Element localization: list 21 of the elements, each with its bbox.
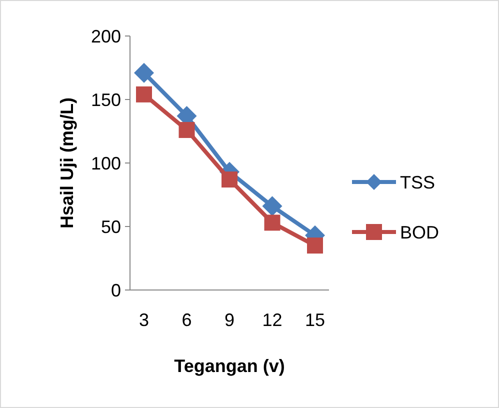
y-tick-label: 0 <box>110 280 121 300</box>
x-tick-label: 9 <box>224 310 235 330</box>
x-axis-title: Tegangan (v) <box>174 356 285 376</box>
x-tick-label: 3 <box>138 310 150 330</box>
point <box>178 122 195 138</box>
x-tick-label: 15 <box>304 310 326 330</box>
legend-label: BOD <box>400 222 440 242</box>
y-axis-title: Hsail Uji (mg/L) <box>57 97 77 229</box>
point <box>222 172 238 188</box>
y-tick-label: 150 <box>90 90 121 110</box>
point <box>262 196 282 216</box>
point <box>307 238 323 254</box>
y-tick-label: 200 <box>90 26 121 46</box>
x-tick-label: 12 <box>262 310 282 330</box>
legend-label: TSS <box>400 172 436 192</box>
point <box>264 214 280 231</box>
x-tick-label: 6 <box>182 310 192 330</box>
point <box>136 86 152 102</box>
y-tick-label: 100 <box>90 153 121 174</box>
point <box>134 62 154 83</box>
y-tick-label: 50 <box>100 216 121 237</box>
